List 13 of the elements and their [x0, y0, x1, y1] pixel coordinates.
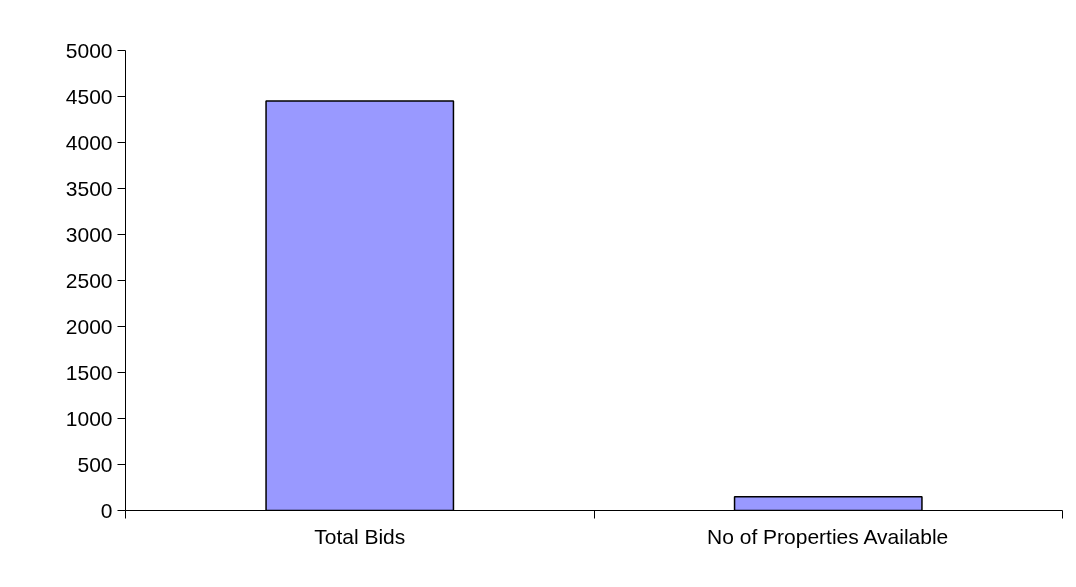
y-tick-label: 2000 [65, 314, 113, 338]
y-tick-label: 1500 [65, 360, 113, 384]
y-tick-label: 0 [100, 498, 113, 522]
y-tick-label: 3000 [65, 222, 113, 246]
y-tick-label: 4000 [65, 130, 113, 154]
y-tick-label: 3500 [65, 176, 113, 200]
y-tick-label: 2500 [65, 268, 113, 292]
y-tick-label: 1000 [65, 406, 113, 430]
x-tick-label: Total Bids [314, 524, 406, 548]
y-tick-label: 5000 [65, 38, 113, 62]
y-tick-label: 4500 [65, 84, 113, 108]
y-tick-label: 500 [77, 452, 113, 476]
x-tick-label: No of Properties Available [707, 524, 949, 548]
